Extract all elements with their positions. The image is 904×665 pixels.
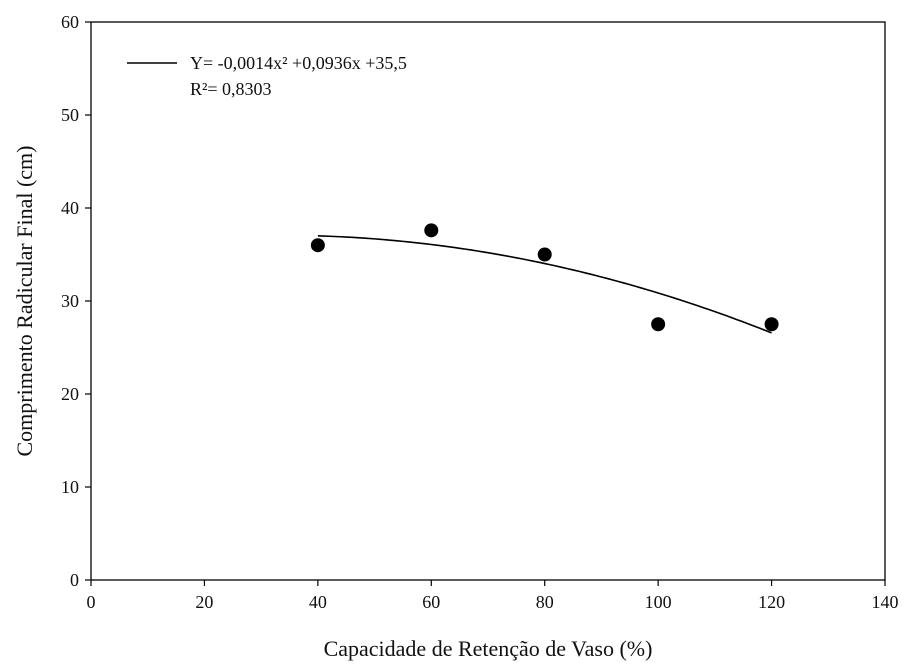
x-tick-label: 20 [195, 592, 213, 612]
x-tick-label: 120 [758, 592, 785, 612]
x-tick-label: 60 [422, 592, 440, 612]
x-tick-label: 140 [872, 592, 899, 612]
legend: Y= -0,0014x² +0,0936x +35,5 R²= 0,8303 [127, 53, 407, 99]
x-tick-label: 100 [645, 592, 672, 612]
y-tick-label: 60 [61, 12, 79, 32]
data-points-layer [310, 223, 779, 332]
x-tick-label: 80 [536, 592, 554, 612]
y-tick-label: 50 [61, 105, 79, 125]
data-point [424, 223, 439, 238]
plot-frame [90, 21, 886, 581]
data-point [310, 238, 325, 253]
r2-label: R²= 0,8303 [190, 79, 272, 99]
data-point [537, 247, 552, 262]
data-point [651, 317, 666, 332]
y-tick-label: 10 [61, 477, 79, 497]
y-tick-label: 0 [70, 570, 79, 590]
x-tick-label: 40 [309, 592, 327, 612]
x-tick-label: 0 [87, 592, 96, 612]
fit-curve [317, 235, 772, 334]
x-axis-title: Capacidade de Retenção de Vaso (%) [324, 636, 653, 661]
axis-ticks: 0 20 40 60 80 100 120 140 0 10 20 30 40 50 60 [61, 12, 899, 612]
data-point [764, 317, 779, 332]
equation-label: Y= -0,0014x² +0,0936x +35,5 [190, 53, 407, 73]
fit-curve-layer [317, 235, 772, 334]
y-tick-label: 40 [61, 198, 79, 218]
y-tick-label: 30 [61, 291, 79, 311]
y-tick-label: 20 [61, 384, 79, 404]
y-axis-title: Comprimento Radicular Final (cm) [12, 146, 37, 457]
